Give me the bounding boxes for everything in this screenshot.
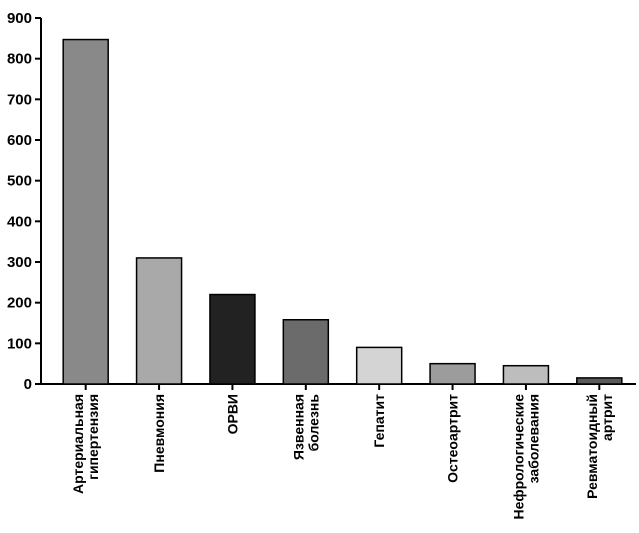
bar (135, 257, 183, 385)
category-label-line: Гепатит (371, 394, 387, 448)
y-tick-label: 100 (7, 335, 32, 352)
bar (282, 318, 330, 385)
category-label-line: гипертензия (85, 394, 101, 480)
category-label: Пневмония (151, 394, 167, 473)
x-axis (35, 383, 636, 390)
bar (576, 377, 623, 385)
y-tick-label: 300 (7, 254, 32, 271)
y-tick-label: 0 (24, 376, 32, 393)
category-label-line: Язвенная (290, 394, 306, 460)
y-tick-label: 500 (7, 173, 32, 190)
y-tick-label: 700 (7, 91, 32, 108)
bar (209, 293, 256, 385)
category-label-line: ОРВИ (224, 394, 240, 434)
category-label-line: Остеоартрит (445, 394, 461, 483)
y-tick-label: 800 (7, 51, 32, 68)
y-tick-label: 200 (7, 295, 32, 312)
bar (429, 362, 476, 385)
bars (62, 38, 623, 385)
y-tick-label: 600 (7, 132, 32, 149)
category-label-line: Артериальная (70, 394, 86, 494)
category-label-line: артрит (599, 394, 615, 441)
category-label-line: Нефрологические (510, 394, 526, 520)
bar (62, 38, 109, 385)
y-axis: 0 100 200 300 400 500 600 700 800 900 (7, 10, 42, 393)
category-label: Нефрологические заболевания (510, 394, 541, 520)
category-label: ОРВИ (224, 394, 240, 434)
category-label: Гепатит (371, 394, 387, 448)
bar (502, 364, 550, 385)
y-tick-label: 400 (7, 213, 32, 230)
category-label-line: Пневмония (151, 394, 167, 473)
category-label: Остеоартрит (445, 394, 461, 483)
category-label: Ревматоидный артрит (584, 394, 615, 499)
category-label: Артериальная гипертензия (70, 394, 101, 494)
category-labels: Артериальная гипертензия Пневмония ОРВИ Язве… (70, 394, 615, 520)
category-label-line: заболевания (525, 394, 541, 483)
bar (355, 346, 403, 385)
category-label: Язвенная болезнь (290, 394, 321, 460)
category-label-line: болезнь (305, 394, 321, 452)
y-tick-label: 900 (7, 10, 32, 27)
category-label-line: Ревматоидный (584, 394, 600, 499)
